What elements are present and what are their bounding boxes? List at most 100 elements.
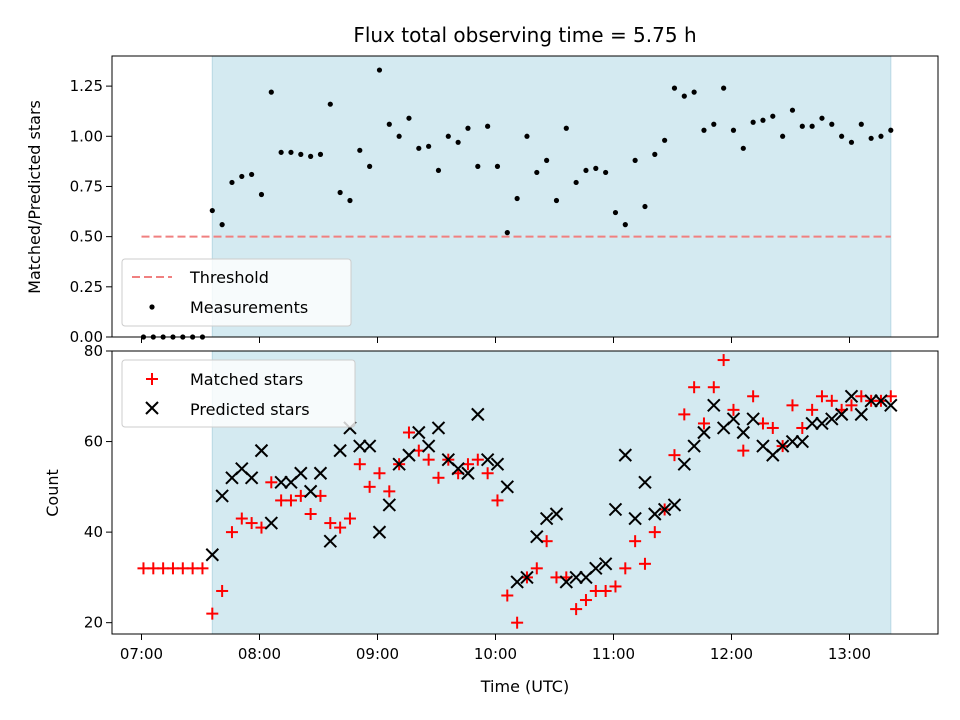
measurement-point	[681, 93, 687, 99]
x-tick-label: 10:00	[474, 645, 517, 663]
predicted-point	[825, 412, 839, 426]
matched-point	[648, 526, 661, 539]
top-y-tick-label: 0.25	[70, 278, 103, 296]
measurement-point	[730, 127, 737, 133]
matched-point	[324, 517, 337, 530]
measurement-point	[347, 197, 353, 204]
top-y-tick-label: 1.25	[70, 77, 103, 95]
legend-predicted-swatch	[145, 401, 159, 415]
x-tick-label: 08:00	[238, 645, 281, 663]
matched-point	[235, 512, 248, 525]
matched-point	[245, 517, 258, 530]
top-y-tick-label: 1.00	[70, 127, 103, 145]
predicted-point	[264, 516, 279, 530]
x-tick-label: 12:00	[710, 645, 753, 663]
matched-point	[727, 403, 740, 416]
predicted-point	[608, 502, 623, 517]
measurement-point	[691, 89, 697, 95]
predicted-point	[775, 439, 790, 453]
matched-point	[265, 476, 278, 489]
measurement-point	[386, 121, 392, 127]
predicted-point	[490, 457, 505, 471]
measurement-point	[465, 125, 471, 131]
matched-point	[304, 508, 317, 521]
bottom-y-tick-label: 40	[84, 523, 103, 541]
matched-point	[678, 408, 691, 421]
measurement-point	[308, 153, 314, 159]
top-panel: 0.00 0.25 0.50 0.75 1.00 1.25 Matched/Predict…	[25, 55, 939, 346]
matched-point	[815, 390, 828, 403]
matched-point	[697, 417, 710, 430]
matched-point	[707, 381, 720, 394]
matched-point	[747, 390, 760, 403]
predicted-point	[628, 511, 642, 526]
predicted-point	[815, 416, 829, 431]
matched-point	[766, 421, 779, 434]
predicted-point	[864, 394, 878, 408]
bottom-count-points	[137, 354, 898, 629]
legend-threshold-label: Threshold	[189, 268, 269, 287]
predicted-point	[520, 570, 534, 585]
measurement-point	[249, 171, 255, 178]
matched-point	[402, 426, 415, 439]
predicted-point	[313, 466, 328, 480]
predicted-point	[382, 498, 397, 512]
predicted-point	[726, 412, 741, 426]
measurement-point	[288, 149, 294, 155]
predicted-point	[657, 502, 672, 517]
measurement-point	[848, 139, 855, 145]
measurement-point	[278, 149, 284, 155]
predicted-point	[323, 534, 338, 548]
measurement-point	[475, 163, 481, 169]
predicted-point	[795, 434, 810, 449]
predicted-point	[353, 439, 367, 453]
measurement-point	[406, 115, 412, 121]
measurement-point	[563, 125, 569, 131]
measurement-point	[298, 151, 304, 157]
measurement-point	[888, 127, 894, 133]
predicted-point	[471, 407, 485, 422]
bottom-y-tick-label: 80	[84, 342, 103, 360]
measurement-point	[219, 222, 225, 228]
bottom-legend: Matched stars Predicted stars	[121, 359, 356, 428]
matched-point	[511, 616, 524, 629]
bottom-y-axis-label: Count	[43, 469, 62, 517]
measurement-point	[829, 121, 835, 127]
matched-point	[216, 584, 229, 597]
measurement-point	[494, 163, 501, 169]
matched-point	[845, 399, 858, 412]
matched-point	[363, 480, 376, 493]
matched-point	[353, 458, 366, 471]
measurement-point	[337, 189, 343, 196]
measurement-point	[258, 191, 265, 198]
predicted-point	[805, 416, 819, 431]
measurement-point	[534, 169, 540, 176]
predicted-point	[510, 575, 524, 589]
measurement-point	[701, 127, 707, 133]
measurement-point	[603, 169, 609, 176]
top-measurement-points	[140, 67, 894, 340]
measurement-point	[239, 173, 245, 180]
matched-point	[225, 526, 238, 539]
measurement-point	[455, 139, 461, 145]
top-y-tick-label: 0.50	[70, 228, 103, 246]
matched-point	[786, 399, 799, 412]
predicted-point	[254, 443, 269, 458]
matched-point	[471, 453, 484, 466]
x-axis-label: Time (UTC)	[480, 677, 569, 696]
matched-point	[530, 562, 543, 575]
matched-point	[717, 354, 730, 367]
measurement-point	[229, 179, 235, 186]
matched-point	[206, 607, 219, 620]
predicted-point	[785, 434, 800, 449]
top-y-tick-label: 0.00	[70, 328, 103, 346]
predicted-point	[205, 548, 220, 562]
measurement-point	[376, 67, 383, 73]
predicted-point	[707, 398, 721, 413]
predicted-point	[294, 466, 308, 480]
matched-point	[373, 467, 386, 480]
measurement-point	[819, 115, 825, 121]
predicted-point	[854, 407, 869, 422]
matched-point	[609, 580, 622, 593]
measurement-point	[671, 85, 678, 91]
